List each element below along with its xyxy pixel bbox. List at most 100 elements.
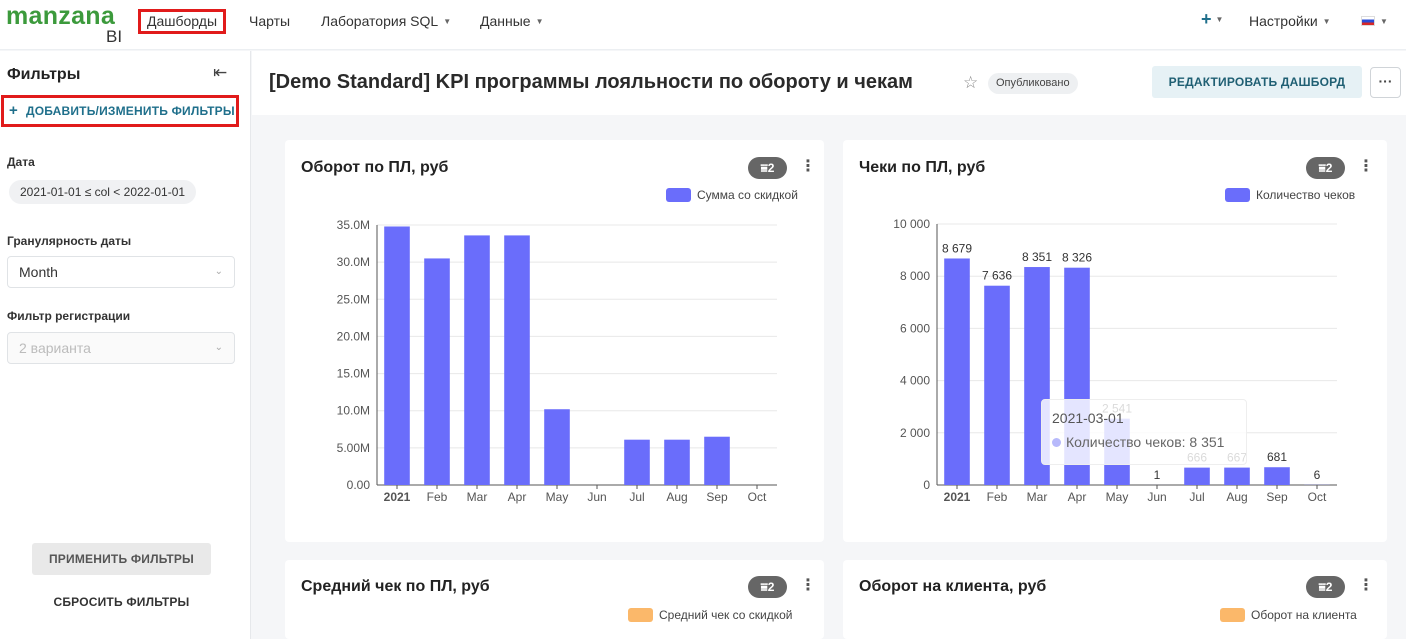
chevron-down-icon: ▼ [1215, 15, 1224, 24]
y-tick-label: 30.0M [337, 255, 370, 269]
y-tick-label: 0 [923, 478, 930, 492]
chart-card-avg-check: Средний чек по ПЛ, руб ⩸2 ⋮ Средний чек … [285, 560, 824, 639]
nav-data-label: Данные [480, 13, 531, 29]
plus-icon: + [1201, 9, 1212, 29]
add-edit-filters-label: ДОБАВИТЬ/ИЗМЕНИТЬ ФИЛЬТРЫ [25, 104, 235, 118]
russian-flag-icon [1361, 16, 1375, 27]
x-tick-label: Oct [748, 490, 767, 504]
reset-filters-button[interactable]: СБРОСИТЬ ФИЛЬТРЫ [53, 595, 190, 609]
chart-legend[interactable]: Оборот на клиента [1220, 607, 1357, 623]
filters-title: Фильтры [7, 66, 81, 83]
granularity-value: Month [19, 264, 58, 280]
registration-filter-label: Фильтр регистрации [7, 309, 131, 323]
settings-menu[interactable]: Настройки ▼ [1249, 13, 1331, 29]
x-tick-label: Apr [508, 490, 527, 504]
manzana-bi-logo[interactable]: manzana BI [6, 2, 126, 46]
bar [544, 409, 570, 485]
legend-label: Оборот на клиента [1251, 608, 1357, 622]
chart-legend[interactable]: Средний чек со скидкой [628, 607, 793, 623]
edit-dashboard-button[interactable]: РЕДАКТИРОВАТЬ ДАШБОРД [1152, 66, 1362, 98]
x-tick-label: Jul [629, 490, 644, 504]
chart-title: Чеки по ПЛ, руб [859, 159, 986, 176]
x-tick-label: Oct [1308, 490, 1327, 504]
x-tick-label: 2021 [384, 490, 411, 504]
registration-filter-select[interactable]: 2 варианта ⌄ [7, 332, 235, 364]
y-tick-label: 10 000 [893, 217, 930, 231]
tooltip-row: Количество чеков: 8 351 [1052, 434, 1224, 450]
y-tick-label: 4 000 [900, 374, 930, 388]
card-menu-icon[interactable]: ⋮ [800, 158, 816, 175]
bar [984, 285, 1010, 485]
granularity-label: Гранулярность даты [7, 234, 132, 248]
chart-card-turnover: Оборот по ПЛ, руб ⩸2 ⋮ Сумма со скидкой … [285, 140, 824, 542]
new-item-button[interactable]: + ▼ [1201, 9, 1223, 30]
x-tick-label: Jun [587, 490, 606, 504]
chevron-down-icon: ⌄ [214, 266, 223, 277]
filter-count: 2 [767, 580, 775, 594]
more-options-button[interactable]: ··· [1370, 67, 1401, 98]
legend-label: Средний чек со скидкой [659, 608, 793, 622]
add-edit-filters-button[interactable]: + ДОБАВИТЬ/ИЗМЕНИТЬ ФИЛЬТРЫ [1, 95, 239, 127]
series-dot-icon [1052, 438, 1061, 447]
tooltip-title: 2021-03-01 [1052, 410, 1124, 426]
card-menu-icon[interactable]: ⋮ [1358, 577, 1374, 594]
chart-legend[interactable]: Сумма со скидкой [666, 187, 798, 203]
card-menu-icon[interactable]: ⋮ [1358, 158, 1374, 175]
nav-charts[interactable]: Чарты [249, 13, 290, 29]
y-tick-label: 2 000 [900, 426, 930, 440]
y-tick-label: 35.0M [337, 218, 370, 232]
legend-swatch [1225, 187, 1250, 202]
chart-title: Оборот на клиента, руб [859, 578, 1047, 595]
bar [704, 436, 730, 485]
dashboard-title: [Demo Standard] KPI программы лояльности… [269, 71, 913, 93]
filter-count-badge[interactable]: ⩸2 [748, 157, 787, 179]
chevron-down-icon: ▼ [1380, 17, 1388, 26]
chart-card-checks: Чеки по ПЛ, руб ⩸2 ⋮ Количество чеков 0 2… [843, 140, 1387, 542]
x-tick-label: Aug [1226, 490, 1247, 504]
chart-card-per-client: Оборот на клиента, руб ⩸2 ⋮ Оборот на кл… [843, 560, 1387, 639]
card-menu-icon[interactable]: ⋮ [800, 577, 816, 594]
y-tick-label: 8 000 [900, 269, 930, 283]
chevron-down-icon: ⌄ [214, 342, 223, 353]
checks-bar-chart: 0 2 000 4 000 6 000 8 000 10 000 2021 8 679 Feb 7… [893, 217, 1337, 504]
plus-icon: + [9, 102, 18, 119]
status-badge[interactable]: Опубликовано [988, 73, 1078, 94]
data-label: 8 351 [1022, 250, 1052, 264]
x-tick-label: Mar [1027, 490, 1048, 504]
data-label: 8 679 [942, 241, 972, 255]
filter-count: 2 [1325, 161, 1333, 175]
collapse-sidebar-icon[interactable]: ⇤ [213, 63, 228, 82]
legend-swatch [628, 607, 653, 622]
bar [424, 258, 450, 485]
chart-legend[interactable]: Количество чеков [1225, 187, 1355, 203]
x-tick-label: Sep [1266, 490, 1288, 504]
bar [664, 439, 690, 485]
granularity-select[interactable]: Month ⌄ [7, 256, 235, 288]
y-tick-label: 25.0M [337, 292, 370, 306]
date-filter-value[interactable]: 2021-01-01 ≤ col < 2022-01-01 [9, 180, 197, 204]
y-tick-label: 15.0M [337, 367, 370, 381]
x-tick-label: Mar [467, 490, 488, 504]
nav-sql-lab-label: Лаборатория SQL [321, 13, 439, 29]
filter-icon: ⩸ [1318, 580, 1326, 594]
filter-count-badge[interactable]: ⩸2 [1306, 576, 1345, 598]
favorite-star-icon[interactable]: ☆ [963, 73, 979, 92]
x-tick-label: Sep [706, 490, 728, 504]
nav-sql-lab[interactable]: Лаборатория SQL ▼ [321, 13, 451, 29]
nav-data[interactable]: Данные ▼ [480, 13, 544, 29]
language-selector[interactable]: ▼ [1361, 13, 1388, 29]
nav-dashboards-label: Дашборды [147, 13, 217, 29]
nav-dashboards[interactable]: Дашборды [138, 9, 226, 34]
y-tick-label: 5.00M [337, 441, 370, 455]
x-tick-label: Jun [1147, 490, 1166, 504]
x-tick-label: May [1106, 490, 1129, 504]
filter-count-badge[interactable]: ⩸2 [748, 576, 787, 598]
filter-count-badge[interactable]: ⩸2 [1306, 157, 1345, 179]
data-label: 681 [1267, 450, 1287, 464]
bar [944, 258, 970, 485]
bar [1224, 467, 1250, 485]
apply-filters-button[interactable]: ПРИМЕНИТЬ ФИЛЬТРЫ [32, 543, 211, 575]
chart-title: Оборот по ПЛ, руб [301, 159, 449, 176]
chart-title: Средний чек по ПЛ, руб [301, 578, 490, 595]
filters-sidebar: Фильтры ⇤ + ДОБАВИТЬ/ИЗМЕНИТЬ ФИЛЬТРЫ Дат… [0, 51, 251, 639]
